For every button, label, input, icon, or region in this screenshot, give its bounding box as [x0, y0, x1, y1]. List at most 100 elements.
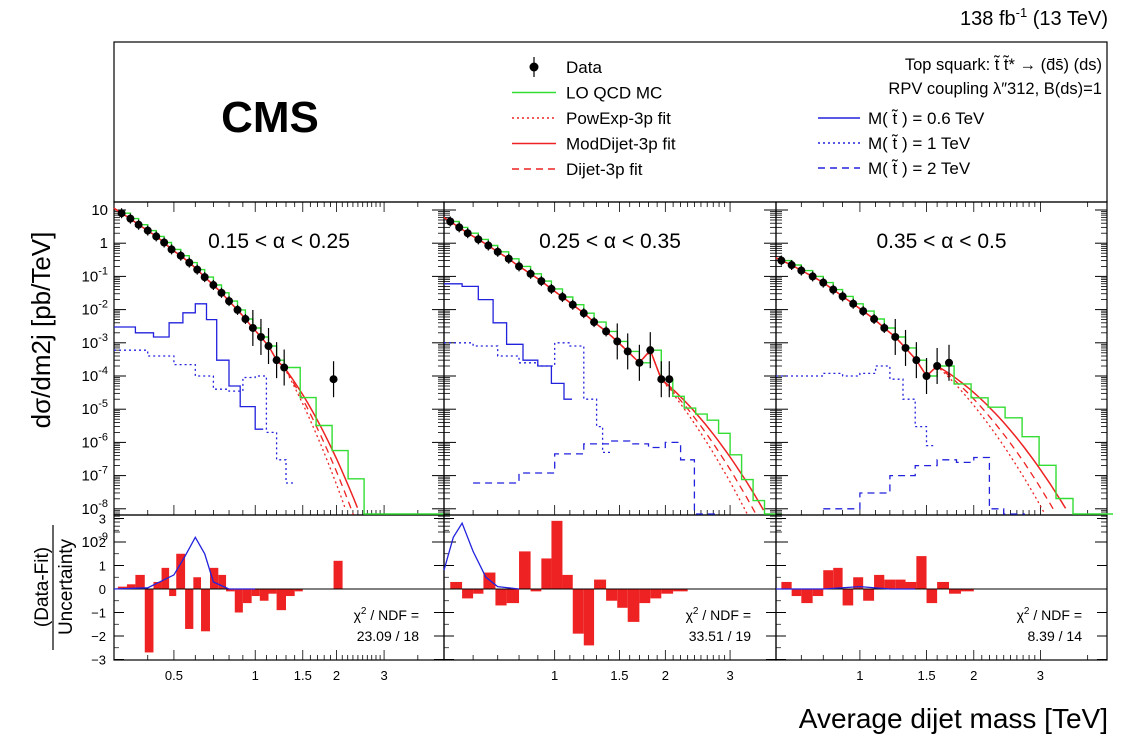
moddijet-fit-curve — [443, 216, 765, 511]
chi2-value: 33.51 / 19 — [689, 628, 751, 644]
data-point — [504, 254, 513, 263]
data-point — [217, 288, 226, 297]
residual-bar — [218, 574, 227, 589]
y-axis-title-top: dσ/dm2j [pb/TeV] — [26, 232, 56, 429]
residual-bar — [551, 520, 563, 589]
residual-bar — [294, 589, 303, 592]
residual-bar — [812, 589, 824, 597]
data-point — [777, 256, 786, 265]
y-bottom-tick-label: −3 — [91, 653, 106, 668]
data-point — [613, 337, 622, 346]
data-point — [579, 309, 588, 318]
data-point — [193, 265, 202, 274]
residual-bar — [937, 581, 950, 589]
x-tick-label: 2 — [970, 668, 977, 683]
ratio-numerator: (Data-Fit) — [32, 547, 53, 627]
legend-label-1: LO QCD MC — [566, 84, 662, 103]
data-point — [891, 332, 900, 341]
x-tick-label: 1.5 — [294, 668, 312, 683]
residual-bar — [126, 584, 136, 589]
signal-1-tev — [114, 349, 294, 484]
chi2-label: χ2 / NDF = — [1017, 606, 1082, 623]
residual-bar — [530, 589, 542, 592]
signal-1-tev — [776, 365, 935, 447]
signal-0p6-tev — [114, 303, 264, 430]
data-point — [901, 343, 910, 352]
data-point — [870, 315, 879, 324]
panel-1: 10110-110-210-310-410-510-610-710-810-93… — [82, 201, 450, 683]
residual-bar — [268, 589, 277, 594]
residual-bar — [117, 586, 127, 589]
bottom-frame — [775, 514, 1108, 661]
data-point — [602, 327, 611, 336]
residual-bar — [661, 589, 674, 594]
legend-label-4: Dijet-3p fit — [566, 160, 643, 179]
y-bottom-tick-label: 0 — [99, 582, 106, 597]
y-tick-label: 1 — [100, 235, 108, 252]
data-point — [515, 262, 524, 271]
residual-bar — [960, 589, 974, 592]
cms-logo-text: CMS — [221, 93, 319, 142]
data-point — [474, 235, 483, 244]
data-point — [446, 217, 455, 226]
data-point — [933, 362, 942, 371]
data-point — [463, 229, 472, 238]
residual-bar — [583, 589, 595, 646]
residual-bar — [495, 589, 507, 606]
y-bottom-tick-label: −2 — [91, 629, 106, 644]
data-point — [635, 358, 644, 367]
panel-title: 0.15 < α < 0.25 — [208, 230, 350, 253]
data-point — [185, 258, 194, 267]
residual-bar — [169, 589, 177, 597]
data-point — [134, 220, 143, 229]
x-tick-label: 2 — [333, 668, 340, 683]
data-point — [537, 277, 546, 286]
residual-bar — [823, 570, 834, 589]
data-point — [838, 292, 847, 301]
residual-bar — [863, 589, 875, 601]
x-tick-label: 1 — [856, 668, 863, 683]
residual-bar — [905, 581, 917, 589]
legend-signal-label-0: M( t̃ ) = 0.6 TeV — [868, 109, 985, 128]
data-point — [280, 363, 289, 372]
data-point — [484, 241, 493, 250]
x-tick-label: 0.5 — [165, 668, 183, 683]
residual-bar — [673, 589, 688, 592]
x-tick-label: 1 — [252, 668, 259, 683]
y-tick-label: 10 — [91, 202, 108, 219]
residual-bar — [874, 574, 885, 589]
residual-bar — [276, 589, 286, 611]
data-point — [248, 323, 257, 332]
data-point — [829, 285, 838, 294]
residual-bar — [153, 581, 162, 589]
y-bottom-tick-label: −1 — [91, 606, 106, 621]
data-point — [819, 278, 828, 287]
panel-3: 1 1.5 2 3 0.35 < α < 0.5 χ2 / NDF = 8.39 / 14 — [775, 201, 1113, 683]
legend-label-2: PowExp-3p fit — [566, 109, 671, 128]
residual-bar — [639, 589, 651, 604]
y-tick-label: 10-7 — [82, 465, 108, 485]
residual-bar — [594, 579, 607, 589]
data-point — [590, 318, 599, 327]
data-point — [264, 342, 273, 351]
y-tick-label: 10-8 — [82, 498, 108, 518]
x-tick-label: 3 — [1037, 668, 1044, 683]
y-axis-title-bottom: (Data-Fit) Uncertainty — [32, 525, 77, 650]
residual-bar — [606, 589, 618, 601]
data-point — [665, 375, 674, 384]
x-tick-label: 3 — [726, 668, 733, 683]
chi2-value: 8.39 / 14 — [1028, 628, 1083, 644]
data-point — [808, 272, 817, 281]
residual-bar — [842, 589, 854, 606]
y-bottom-tick-label: 1 — [99, 559, 106, 574]
data-point — [493, 247, 502, 256]
data-point — [225, 297, 234, 306]
residual-bar — [801, 589, 813, 604]
residual-bar — [450, 581, 463, 589]
data-point — [209, 281, 218, 290]
data-point — [646, 346, 655, 355]
panel-title: 0.25 < α < 0.35 — [539, 230, 681, 253]
residual-bar — [853, 577, 864, 589]
residual-bar — [572, 589, 584, 634]
x-tick-label: 3 — [380, 668, 387, 683]
